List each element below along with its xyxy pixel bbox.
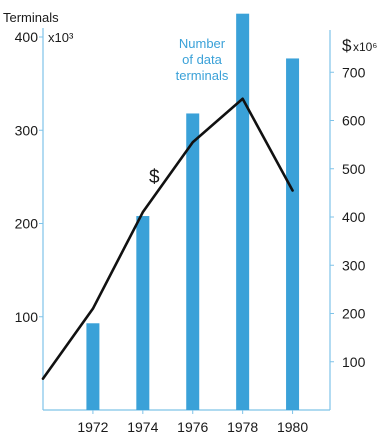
right-axis: 100 200 300 400 500 600 700 <box>330 64 366 370</box>
bar-series <box>86 13 300 410</box>
left-tick-label-300: 300 <box>15 122 39 138</box>
bar-annotation-line-2: of data <box>182 52 223 67</box>
left-tick-label-400: 400 <box>15 29 39 45</box>
right-tick-label-400: 400 <box>342 209 366 225</box>
bar-1974 <box>136 216 150 410</box>
bar-1978 <box>236 13 250 410</box>
right-tick-label-700: 700 <box>342 64 366 80</box>
bar-1976 <box>186 113 200 410</box>
x-tick-label-1978: 1978 <box>227 419 258 435</box>
x-axis: 1972 1974 1976 1978 1980 <box>77 410 308 435</box>
left-axis: 100 200 300 400 <box>15 29 43 325</box>
x-tick-label-1976: 1976 <box>177 419 208 435</box>
bar-annotation-line-3: terminals <box>176 68 229 83</box>
bar-1972 <box>86 323 100 410</box>
left-tick-label-100: 100 <box>15 309 39 325</box>
line-annotation: $ <box>149 167 160 188</box>
right-tick-label-600: 600 <box>342 113 366 129</box>
right-tick-label-500: 500 <box>342 161 366 177</box>
right-tick-label-200: 200 <box>342 306 366 322</box>
left-axis-title: Terminals <box>3 10 59 25</box>
x-tick-label-1974: 1974 <box>127 419 158 435</box>
right-tick-label-300: 300 <box>342 257 366 273</box>
line-path <box>41 97 294 380</box>
left-axis-unit: x10³ <box>48 30 74 45</box>
bar-1980 <box>286 58 300 410</box>
right-tick-label-100: 100 <box>342 354 366 370</box>
bar-annotation-line-1: Number <box>179 36 226 51</box>
left-tick-label-200: 200 <box>15 216 39 232</box>
right-axis-title: $ <box>342 36 352 55</box>
x-tick-label-1972: 1972 <box>77 419 108 435</box>
line-series <box>41 97 294 380</box>
right-axis-unit: x10⁶ <box>353 40 377 54</box>
x-tick-label-1980: 1980 <box>277 419 308 435</box>
